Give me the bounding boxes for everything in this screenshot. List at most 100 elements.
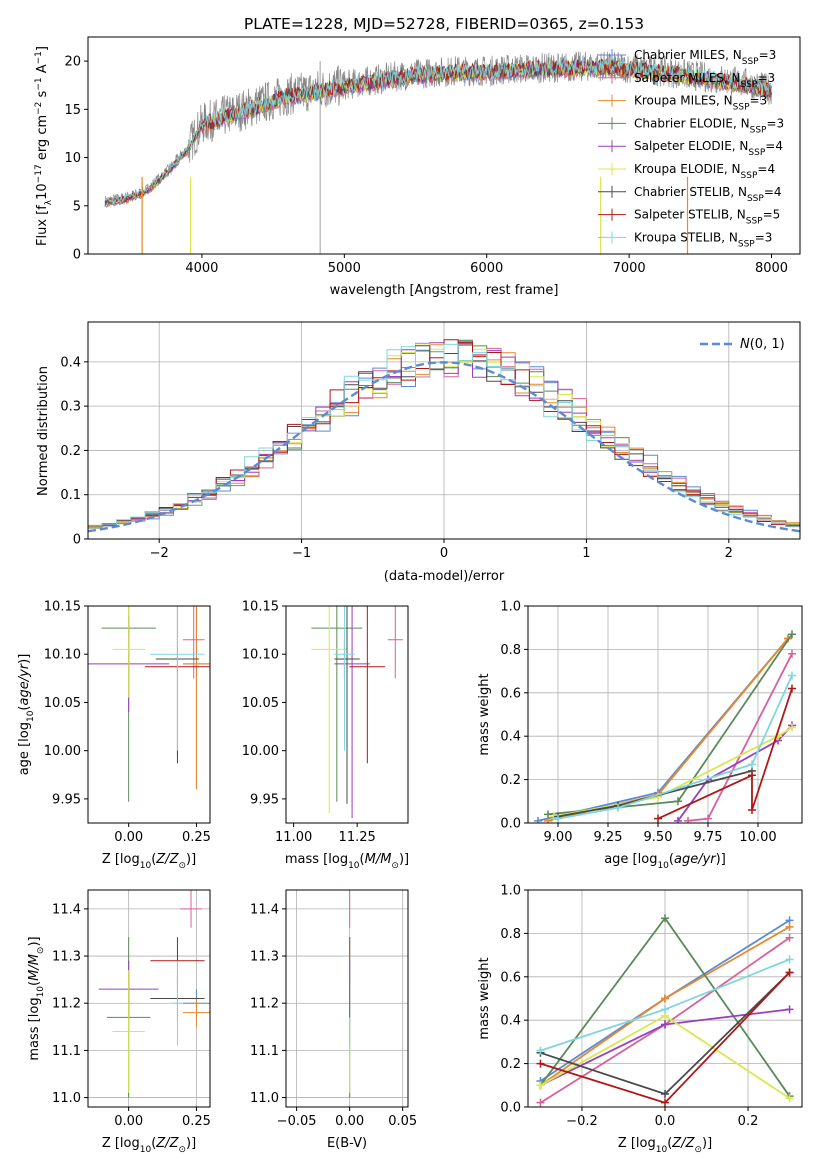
y-tick-label: 10.00 bbox=[44, 744, 81, 759]
x-tick-label: 6000 bbox=[470, 261, 503, 276]
x-axis-label: E(B-V) bbox=[327, 1136, 367, 1151]
x-tick-label: 0.00 bbox=[114, 830, 143, 845]
x-tick-label: 9.75 bbox=[694, 830, 723, 845]
axes-frame bbox=[87, 36, 801, 255]
panel-age_vs_Z: 0.00 0.25 9.95 10.00 10.05 10.10 10.15 Z [log10… bbox=[17, 600, 211, 872]
normal-curve bbox=[88, 361, 800, 533]
y-tick-label: 10.10 bbox=[242, 648, 279, 663]
y-tick-label: 11.4 bbox=[52, 902, 81, 917]
marker-kroupa_stelib bbox=[661, 1005, 669, 1014]
plot-area bbox=[104, 51, 772, 254]
x-tick-label: 9.00 bbox=[544, 830, 573, 845]
panel-spectrum: 4000 5000 6000 7000 8000 0 5 10 15 20 wavelength [… bbox=[34, 36, 801, 298]
x-tick-label: −0.05 bbox=[277, 1114, 317, 1129]
x-tick-label: −2 bbox=[150, 546, 169, 561]
marker-kroupa_elodie bbox=[788, 723, 796, 732]
y-tick-label: 20 bbox=[64, 55, 81, 70]
y-tick-label: 9.95 bbox=[250, 792, 279, 807]
axes-frame bbox=[87, 889, 211, 1108]
y-tick-label: 15 bbox=[64, 103, 81, 118]
y-tick-label: 11.3 bbox=[250, 950, 279, 965]
x-tick-label: 4000 bbox=[185, 261, 218, 276]
y-tick-label: 0.3 bbox=[60, 400, 81, 415]
y-axis-label: Normed distribution bbox=[36, 366, 51, 496]
plot-area bbox=[88, 606, 210, 802]
x-tick-label: −0.2 bbox=[566, 1114, 598, 1129]
marker-kroupa_elodie bbox=[785, 1094, 794, 1103]
legend: Chabrier MILES, NSSP=3 Salpeter MILES, NS… bbox=[598, 48, 784, 249]
y-axis-label: Flux [fλ10−17 erg cm−2 s−1 A−1] bbox=[34, 46, 54, 246]
marker-salpeter_miles bbox=[788, 649, 796, 658]
x-tick-label: 9.25 bbox=[594, 830, 623, 845]
figure-title: PLATE=1228, MJD=52728, FIBERID=0365, z=0… bbox=[244, 15, 644, 33]
x-tick-label: 10.00 bbox=[739, 830, 776, 845]
panel-mass_vs_Z: 0.00 0.25 11.0 11.1 11.2 11.3 11.4 Z [log10(Z/Z… bbox=[27, 889, 211, 1155]
marker-kroupa_stelib bbox=[748, 760, 756, 769]
y-tick-label: 11.1 bbox=[250, 1044, 279, 1059]
marker-kroupa_stelib bbox=[785, 955, 794, 964]
y-tick-label: 9.95 bbox=[52, 792, 81, 807]
marker-salpeter_miles bbox=[684, 816, 692, 823]
x-axis-label: (data-model)/error bbox=[384, 569, 505, 584]
y-tick-label: 5 bbox=[73, 199, 81, 214]
legend-normal-label: N(0, 1) bbox=[740, 337, 785, 352]
marker-kroupa_miles bbox=[661, 994, 669, 1003]
y-tick-label: 0.6 bbox=[500, 686, 521, 701]
panel-mass_vs_EBV: −0.05 0.00 0.05 11.0 11.1 11.2 11.3 11.4 E(B-V) bbox=[250, 889, 417, 1151]
y-tick-label: 0.2 bbox=[60, 444, 81, 459]
marker-salpeter_miles bbox=[785, 933, 794, 942]
marker-salpeter_stelib bbox=[788, 684, 796, 693]
legend-label-salpeter_stelib: Salpeter STELIB, NSSP=5 bbox=[634, 208, 780, 227]
y-tick-label: 0.2 bbox=[500, 773, 521, 788]
y-tick-label: 0.6 bbox=[500, 970, 521, 985]
plot-area bbox=[98, 890, 210, 1098]
x-tick-label: 11.00 bbox=[275, 830, 312, 845]
x-tick-label: 0.00 bbox=[114, 1114, 143, 1129]
marker-chabrier_elodie bbox=[544, 810, 552, 819]
y-axis-label: age [log10(age/yr)] bbox=[17, 654, 36, 776]
y-tick-label: 0.1 bbox=[60, 488, 81, 503]
observed-spectrum bbox=[104, 51, 772, 207]
legend-label-salpeter_miles: Salpeter MILES, NSSP=3 bbox=[634, 71, 775, 90]
y-tick-label: 10.05 bbox=[44, 696, 81, 711]
x-tick-label: 0.2 bbox=[738, 1114, 759, 1129]
y-tick-label: 10.10 bbox=[44, 648, 81, 663]
panel-weight_vs_age: 9.00 9.25 9.50 9.75 10.00 0.0 0.2 0.4 0.6 0.8 1.0 a… bbox=[477, 600, 803, 871]
x-tick-label: 0.00 bbox=[335, 1114, 364, 1129]
y-tick-label: 10 bbox=[64, 151, 81, 166]
x-axis-label: Z [log10(Z/Z⊙)] bbox=[102, 852, 196, 871]
x-tick-label: 0.25 bbox=[182, 1114, 211, 1129]
axes-frame bbox=[527, 605, 803, 824]
marker-salpeter_miles bbox=[536, 1098, 545, 1107]
marker-salpeter_stelib bbox=[654, 814, 662, 823]
weight-line-kroupa_elodie bbox=[553, 726, 793, 818]
plot-area bbox=[311, 606, 403, 819]
marker-salpeter_stelib bbox=[785, 968, 794, 977]
y-tick-label: 10.05 bbox=[242, 696, 279, 711]
marker-kroupa_stelib bbox=[788, 671, 796, 680]
marker-chabrier_elodie bbox=[788, 630, 796, 639]
plot-area bbox=[536, 914, 794, 1107]
marker-salpeter_stelib bbox=[748, 805, 756, 814]
y-tick-label: 0.4 bbox=[500, 730, 521, 745]
y-tick-label: 0.2 bbox=[500, 1057, 521, 1072]
marker-chabrier_elodie bbox=[674, 797, 682, 806]
panel-residuals: −2 −1 0 1 2 0 0.1 0.2 0.3 0.4 N(0, 1) (data-model)/… bbox=[36, 321, 801, 584]
marker-chabrier_miles bbox=[534, 816, 542, 823]
y-tick-label: 0.0 bbox=[500, 1101, 521, 1116]
axes-frame bbox=[87, 605, 211, 824]
model-salpeter_stelib bbox=[104, 59, 772, 204]
y-tick-label: 0.4 bbox=[500, 1014, 521, 1029]
legend-label-kroupa_miles: Kroupa MILES, NSSP=3 bbox=[634, 94, 767, 113]
x-axis-label: mass [log10(M/M⊙)] bbox=[285, 852, 409, 871]
marker-kroupa_stelib bbox=[614, 803, 622, 812]
x-tick-label: 0.05 bbox=[388, 1114, 417, 1129]
x-tick-label: 0.0 bbox=[655, 1114, 676, 1129]
marker-chabrier_stelib bbox=[661, 1089, 669, 1098]
legend-label-chabrier_miles: Chabrier MILES, NSSP=3 bbox=[634, 48, 776, 67]
x-tick-label: 8000 bbox=[755, 261, 788, 276]
marker-kroupa_miles bbox=[785, 922, 794, 931]
y-tick-label: 11.3 bbox=[52, 950, 81, 965]
legend-label-kroupa_elodie: Kroupa ELODIE, NSSP=4 bbox=[634, 162, 775, 181]
